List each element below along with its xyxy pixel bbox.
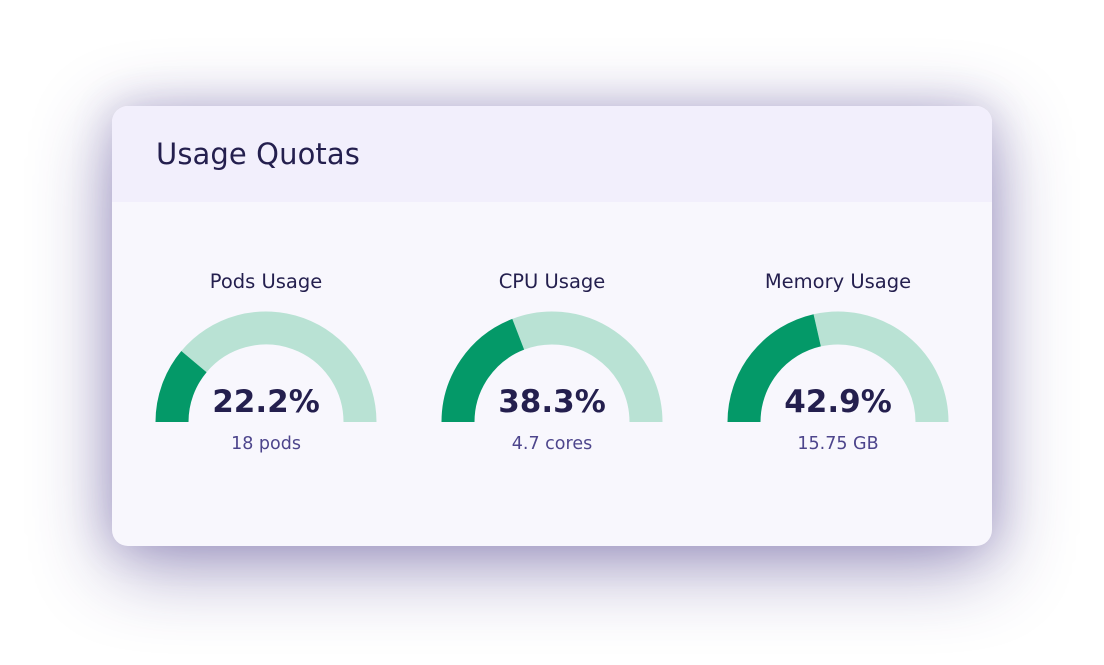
gauge-percent: 38.3%: [498, 384, 606, 420]
usage-quotas-card: Usage Quotas Pods Usage 22.2% 18 pods CP…: [112, 106, 992, 546]
gauge-track: [813, 311, 949, 423]
gauge-fill: [727, 314, 822, 423]
gauge-cpu-chart: [441, 311, 663, 423]
gauge-fill: [155, 351, 207, 423]
gauge-detail: 4.7 cores: [511, 434, 593, 454]
gauge-track: [181, 311, 377, 423]
gauge-detail: 18 pods: [231, 434, 301, 454]
gauge-detail: 15.75 GB: [797, 434, 879, 454]
card-title: Usage Quotas: [156, 137, 360, 171]
gauge-percent: 42.9%: [784, 384, 892, 420]
gauge-title: Memory Usage: [764, 270, 912, 293]
gauge-percent: 22.2%: [212, 384, 320, 420]
gauge-memory-chart: [727, 311, 949, 423]
gauge-title: CPU Usage: [498, 270, 606, 293]
gauge-track: [512, 311, 663, 423]
gauge-row: Pods Usage 22.2% 18 pods CPU Usage 38.3%…: [112, 202, 992, 546]
card-header: Usage Quotas: [112, 106, 992, 202]
gauge-pods-chart: [155, 311, 377, 423]
gauge-fill: [441, 318, 525, 423]
gauge-title: Pods Usage: [209, 270, 323, 293]
